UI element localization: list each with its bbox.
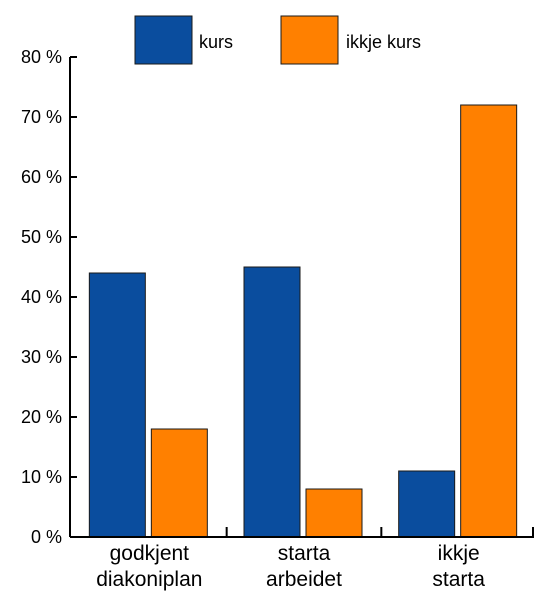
x-axis-category-labels: godkjent diakoniplan starta arbeidet ikkje st… (96, 542, 485, 591)
y-tick-label: 20 % (21, 407, 62, 427)
y-tick-label: 60 % (21, 167, 62, 187)
x-axis-ticks (225, 527, 534, 537)
x-category-label: starta (278, 542, 331, 565)
legend-label: kurs (199, 32, 233, 52)
bar-ikkje-kurs-0 (150, 428, 208, 538)
y-tick-label: 40 % (21, 287, 62, 307)
y-tick-label: 80 % (21, 47, 62, 67)
bar-kurs-0 (88, 272, 146, 538)
legend-swatch-kurs (134, 15, 193, 65)
bar-kurs-2 (398, 470, 456, 538)
x-category-label: starta (432, 568, 485, 591)
y-tick-label: 10 % (21, 467, 62, 487)
x-category-label: ikkje (438, 542, 480, 565)
bars (88, 104, 518, 538)
legend-swatch-ikkje-kurs (280, 15, 339, 65)
bar-ikkje-kurs-2 (460, 104, 518, 538)
x-category-label: godkjent (110, 542, 190, 565)
x-category-label: arbeidet (266, 568, 342, 591)
bar-ikkje-kurs-1 (305, 488, 363, 538)
y-axis-ticks: 0 % 10 % 20 % 30 % 40 % 50 % 60 % 70 % 80 % (21, 47, 77, 547)
y-tick-label: 70 % (21, 107, 62, 127)
legend-label: ikkje kurs (346, 32, 421, 52)
y-tick-label: 50 % (21, 227, 62, 247)
y-tick-label: 0 % (31, 527, 62, 547)
chart-legend: kurs ikkje kurs (134, 15, 421, 65)
x-category-label: diakoniplan (96, 568, 202, 591)
y-tick-label: 30 % (21, 347, 62, 367)
bar-kurs-1 (243, 266, 301, 538)
